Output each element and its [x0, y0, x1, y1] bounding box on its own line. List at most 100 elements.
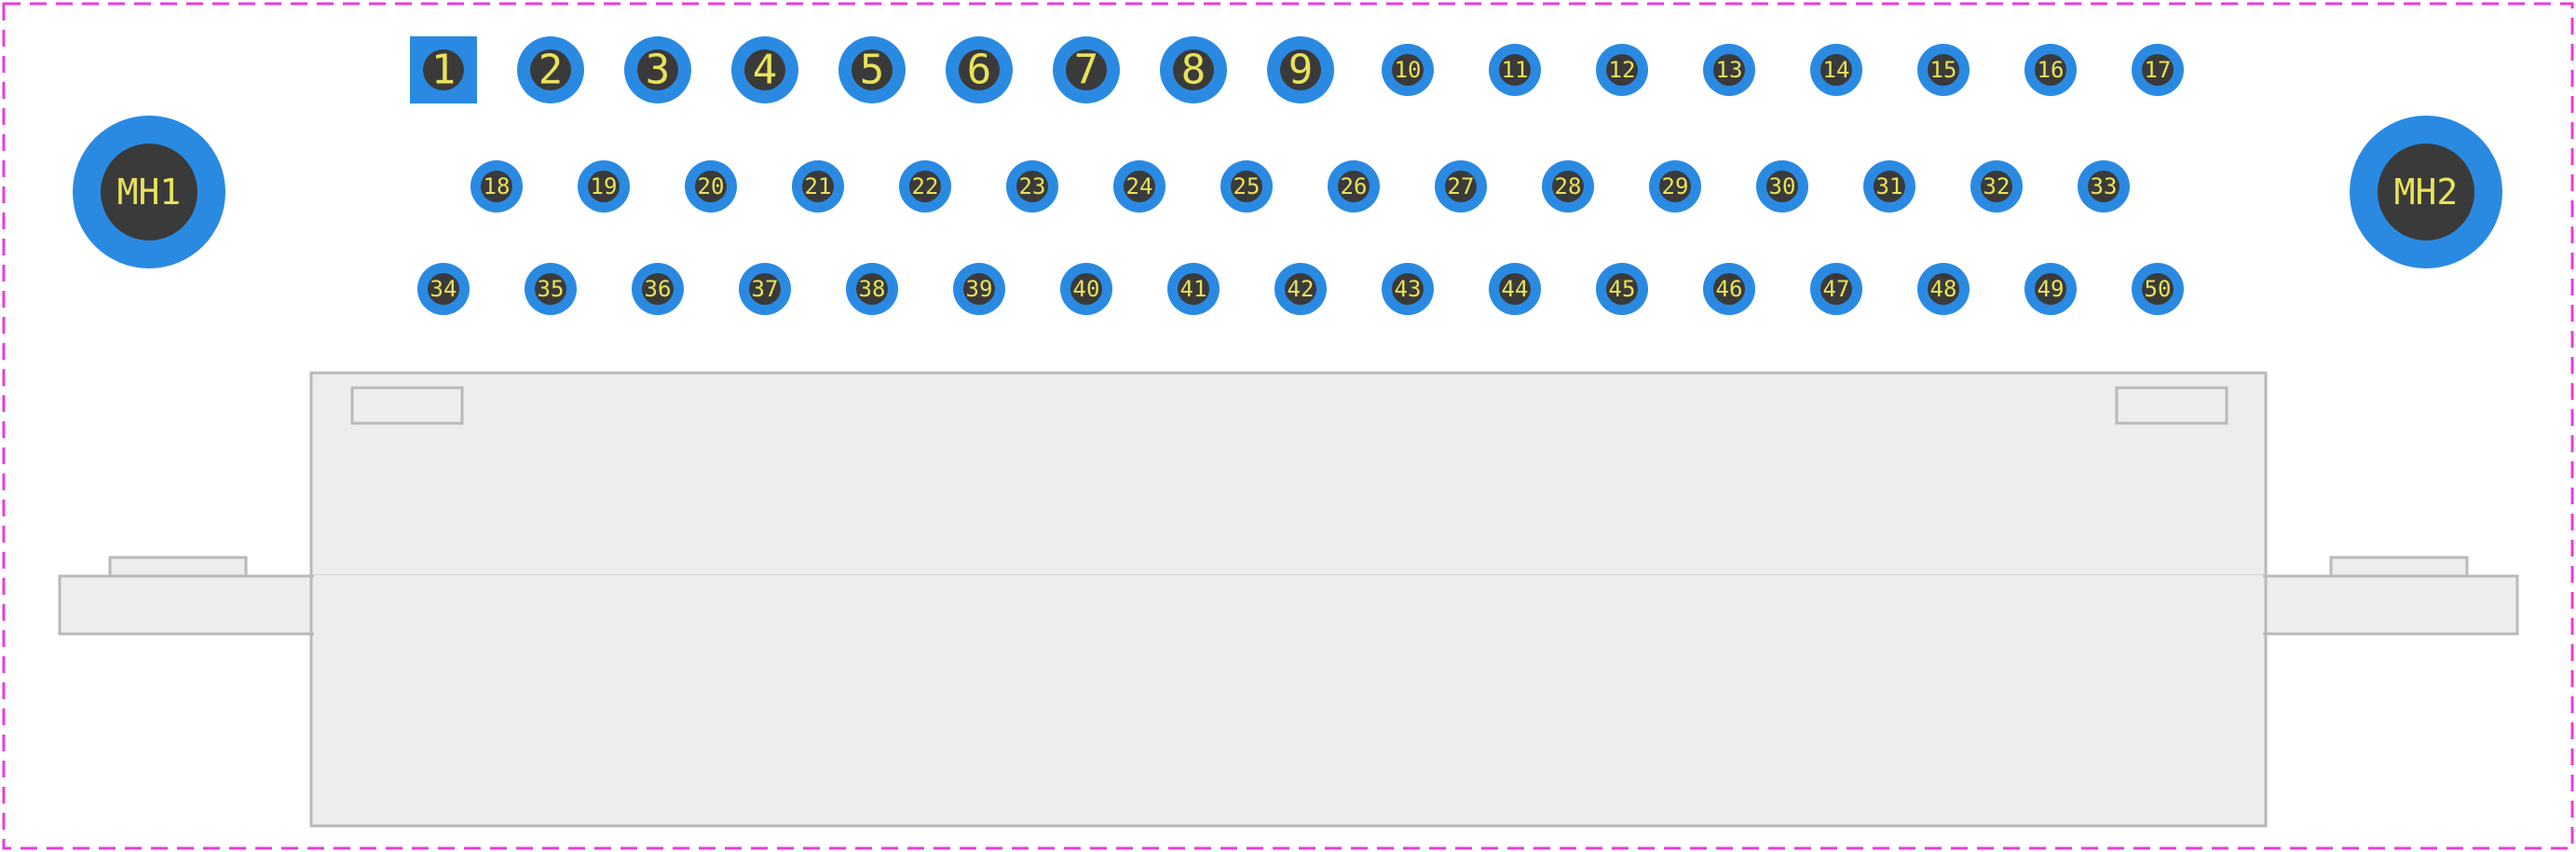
pad-31: 31: [1863, 160, 1915, 213]
pad-label: 7: [1074, 47, 1099, 94]
pad-21: 21: [792, 160, 844, 213]
pad-17: 17: [2132, 44, 2184, 96]
pad-label: 32: [1983, 173, 2010, 199]
pad-8: 8: [1160, 36, 1227, 103]
pad-label: 15: [1930, 57, 1957, 83]
pad-49: 49: [2024, 263, 2077, 315]
footprint-stage: MH1MH21234567891011121314151617181920212…: [0, 0, 2576, 852]
pad-12: 12: [1596, 44, 1648, 96]
pad-label: 29: [1662, 173, 1689, 199]
pad-label: 35: [538, 276, 565, 302]
pad-13: 13: [1703, 44, 1755, 96]
pad-29: 29: [1649, 160, 1701, 213]
pad-43: 43: [1382, 263, 1434, 315]
pad-label: 1: [431, 47, 457, 94]
pad-20: 20: [685, 160, 737, 213]
pad-label: 19: [591, 173, 618, 199]
pad-24: 24: [1113, 160, 1165, 213]
pad-6: 6: [946, 36, 1013, 103]
pad-47: 47: [1810, 263, 1862, 315]
pad-37: 37: [739, 263, 791, 315]
pad-5: 5: [838, 36, 906, 103]
pad-label: 46: [1716, 276, 1743, 302]
pad-label: 37: [752, 276, 779, 302]
pad-label: 3: [646, 47, 671, 94]
pad-label: 40: [1073, 276, 1100, 302]
pad-label: 11: [1502, 57, 1529, 83]
pad-label: 36: [645, 276, 672, 302]
pad-label: 26: [1341, 173, 1368, 199]
pad-label: 6: [967, 47, 992, 94]
pad-9: 9: [1267, 36, 1334, 103]
pad-label: 49: [2038, 276, 2065, 302]
pad-18: 18: [470, 160, 523, 213]
pad-4: 4: [731, 36, 798, 103]
pad-48: 48: [1917, 263, 1969, 315]
pad-34: 34: [417, 263, 470, 315]
pad-label: 2: [538, 47, 564, 94]
pad-label: 48: [1930, 276, 1957, 302]
pad-label: 39: [966, 276, 993, 302]
pad-16: 16: [2024, 44, 2077, 96]
pad-label: 17: [2145, 57, 2172, 83]
pad-label: 21: [805, 173, 832, 199]
pad-25: 25: [1220, 160, 1273, 213]
pad-label: 34: [430, 276, 457, 302]
pad-3: 3: [624, 36, 691, 103]
pad-28: 28: [1542, 160, 1594, 213]
pad-label: 16: [2038, 57, 2065, 83]
pad-label: 30: [1769, 173, 1796, 199]
pad-label: 14: [1823, 57, 1850, 83]
pad-label: 44: [1502, 276, 1529, 302]
pad-23: 23: [1006, 160, 1058, 213]
pad-40: 40: [1060, 263, 1112, 315]
pad-26: 26: [1328, 160, 1380, 213]
pad-19: 19: [578, 160, 630, 213]
pad-label: 24: [1126, 173, 1153, 199]
pad-label: 42: [1288, 276, 1315, 302]
pad-38: 38: [846, 263, 898, 315]
pad-label: 23: [1019, 173, 1046, 199]
pad-42: 42: [1274, 263, 1327, 315]
mounting-hole-label: MH2: [2394, 172, 2459, 213]
pad-label: 5: [860, 47, 885, 94]
pad-label: 28: [1555, 173, 1582, 199]
pad-36: 36: [632, 263, 684, 315]
pad-label: 38: [859, 276, 886, 302]
pad-label: 22: [912, 173, 939, 199]
pad-1: 1: [410, 36, 477, 103]
pad-15: 15: [1917, 44, 1969, 96]
pad-label: 12: [1609, 57, 1636, 83]
pad-label: 9: [1288, 47, 1314, 94]
pad-32: 32: [1970, 160, 2023, 213]
pad-label: 25: [1233, 173, 1261, 199]
pad-7: 7: [1053, 36, 1120, 103]
pad-22: 22: [899, 160, 951, 213]
pad-label: 13: [1716, 57, 1743, 83]
pad-45: 45: [1596, 263, 1648, 315]
pad-35: 35: [525, 263, 577, 315]
pad-label: 27: [1448, 173, 1475, 199]
pad-41: 41: [1167, 263, 1220, 315]
connector-outline: [60, 373, 2517, 826]
pad-label: 41: [1180, 276, 1207, 302]
pad-27: 27: [1435, 160, 1487, 213]
pad-46: 46: [1703, 263, 1755, 315]
pad-label: 10: [1395, 57, 1422, 83]
pad-30: 30: [1756, 160, 1808, 213]
pad-label: 8: [1181, 47, 1206, 94]
pad-label: 50: [2145, 276, 2172, 302]
pad-label: 20: [698, 173, 725, 199]
pad-14: 14: [1810, 44, 1862, 96]
footprint-svg: MH1MH21234567891011121314151617181920212…: [0, 0, 2576, 852]
pad-10: 10: [1382, 44, 1434, 96]
pad-50: 50: [2132, 263, 2184, 315]
mounting-hole-mh1: MH1: [73, 116, 225, 268]
pad-label: 4: [753, 47, 778, 94]
pad-label: 18: [484, 173, 511, 199]
pad-44: 44: [1489, 263, 1541, 315]
mounting-hole-mh2: MH2: [2350, 116, 2502, 268]
pad-label: 33: [2091, 173, 2118, 199]
pad-33: 33: [2078, 160, 2130, 213]
pad-11: 11: [1489, 44, 1541, 96]
